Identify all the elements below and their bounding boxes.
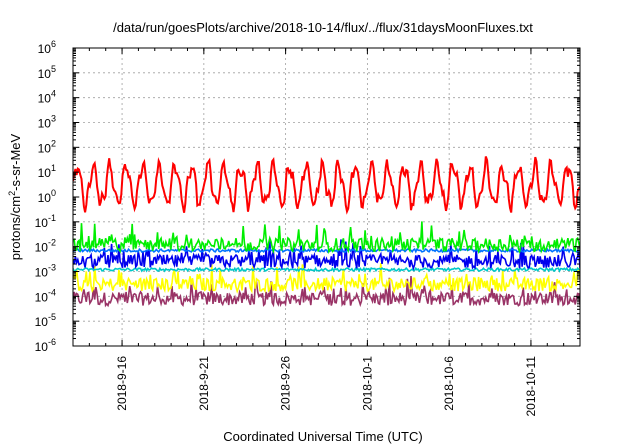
series-line (73, 221, 580, 255)
series-line (73, 266, 580, 273)
y-tick-label: 10-6 (35, 337, 56, 354)
series-line (73, 239, 580, 271)
x-tick-label: 2018-9-21 (197, 356, 211, 411)
y-tick-label: 106 (38, 39, 56, 56)
y-tick-label: 10-2 (35, 238, 56, 255)
y-axis-label-prefix: protons/cm (8, 196, 23, 260)
y-tick-label: 10-4 (35, 287, 56, 304)
y-axis-label-suffix: -s-sr-MeV (8, 133, 23, 190)
y-axis-label: protons/cm2-s-sr-MeV (7, 133, 23, 260)
y-tick-label: 104 (38, 89, 56, 106)
y-tick-label: 10-5 (35, 312, 56, 329)
x-tick-label: 2018-10-1 (360, 356, 374, 411)
series-line (73, 247, 580, 254)
x-tick-label: 2018-9-16 (115, 356, 129, 411)
y-tick-label: 101 (38, 163, 56, 180)
y-tick-label: 100 (38, 188, 56, 205)
y-tick-label: 103 (38, 114, 56, 131)
y-tick-label: 10-3 (35, 263, 56, 280)
y-tick-label: 10-1 (35, 213, 56, 230)
series-line (73, 156, 580, 215)
x-tick-label: 2018-9-26 (279, 356, 293, 411)
chart-title: /data/run/goesPlots/archive/2018-10-14/f… (113, 20, 533, 35)
y-axis-label-exponent: 2 (7, 191, 17, 196)
plot-area (73, 156, 580, 308)
series-line (73, 262, 580, 294)
x-tick-label: 2018-10-6 (442, 356, 456, 411)
y-axis: 10-6 10-5 10-4 10-3 10-2 10-1 100 101 102 103 104 1… (35, 39, 580, 354)
x-axis: 2018-9-16 2018-9-21 2018-9-26 2018-10-1 2018… (72, 48, 581, 417)
y-tick-label: 102 (38, 138, 56, 155)
x-tick-label: 2018-10-11 (524, 356, 538, 417)
y-tick-label: 105 (38, 64, 56, 81)
x-axis-label: Coordinated Universal Time (UTC) (223, 429, 422, 444)
